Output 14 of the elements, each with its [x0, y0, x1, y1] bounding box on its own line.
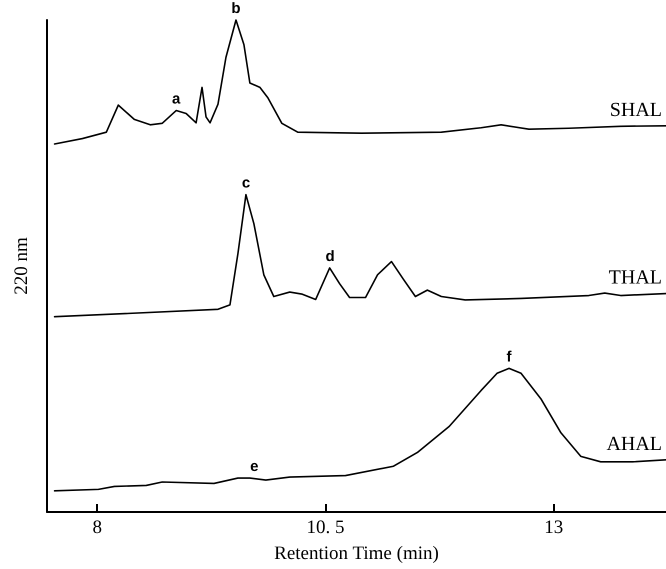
x-axis-title: Retention Time (min) [274, 543, 439, 564]
annotation: e [250, 458, 258, 476]
annotation: c [242, 174, 250, 192]
annotation: d [325, 248, 335, 265]
annotation: b [231, 0, 241, 17]
series-label: AHAL [606, 432, 662, 455]
series-label: THAL [608, 266, 662, 289]
annotation: a [172, 90, 182, 108]
x-tick-label: 10. 5 [306, 517, 344, 538]
annotation: f [506, 348, 512, 366]
x-tick-label: 8 [92, 517, 102, 538]
y-axis-title: 220 nm [11, 237, 32, 295]
x-tick-label: 13 [544, 517, 564, 538]
series-label: SHAL [610, 98, 662, 121]
